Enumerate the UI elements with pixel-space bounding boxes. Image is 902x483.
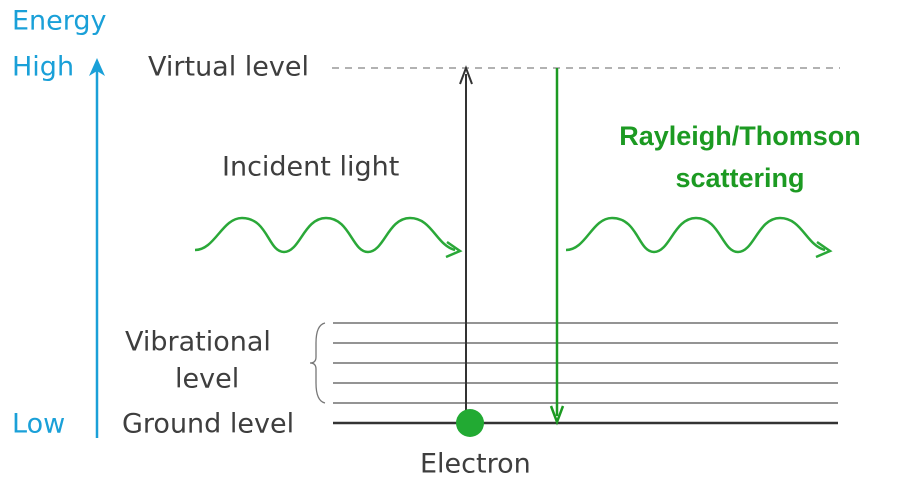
ground-level-label: Ground level [122, 409, 294, 440]
arrowhead [815, 240, 833, 259]
scattering-label: Rayleigh/Thomson [619, 121, 861, 151]
electron-label: Electron [420, 449, 531, 480]
vibrational-label: Vibrational [125, 327, 271, 358]
vibrational-label: level [175, 364, 239, 395]
axis-high: High [12, 52, 74, 83]
axis-arrowhead [89, 58, 105, 76]
arrowhead [445, 240, 463, 259]
axis-label: Energy [12, 6, 107, 37]
brace [309, 322, 326, 404]
axis-low: Low [12, 409, 65, 440]
incident-wave [194, 216, 456, 254]
arrowhead [549, 405, 565, 426]
electron [456, 409, 484, 437]
scattered-wave [565, 216, 826, 254]
vibrational-lines [333, 322, 838, 404]
virtual-level-label: Virtual level [148, 52, 309, 83]
scattering-label: scattering [675, 163, 804, 193]
incident-light-label: Incident light [222, 152, 399, 183]
arrowhead [459, 65, 473, 85]
